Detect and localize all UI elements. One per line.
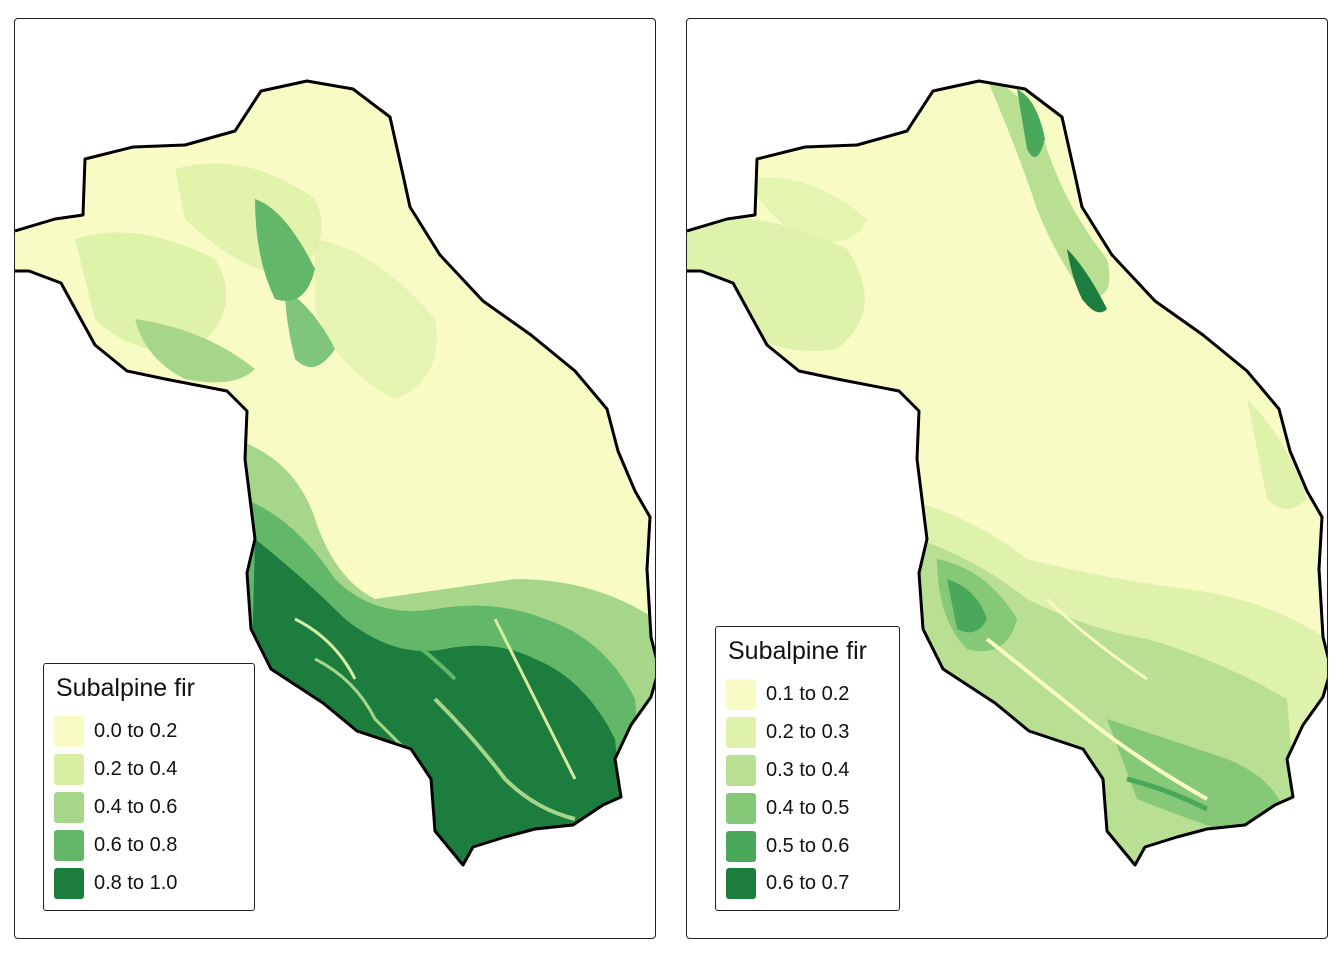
legend-item: 0.4 to 0.6 — [54, 789, 242, 827]
legend-item: 0.6 to 0.8 — [54, 826, 242, 864]
legend-item: 0.6 to 0.7 — [726, 865, 887, 903]
legend-swatch — [54, 716, 84, 748]
map-panel-right: Subalpine fir 0.1 to 0.2 0.2 to 0.3 0.3 … — [686, 18, 1328, 939]
legend-swatch — [726, 792, 756, 824]
legend-label: 0.6 to 0.8 — [94, 833, 178, 856]
map-canvas-left — [15, 79, 655, 867]
legend-label: 0.2 to 0.3 — [766, 721, 850, 744]
legend-label: 0.4 to 0.6 — [94, 795, 178, 818]
legend-left: Subalpine fir 0.0 to 0.2 0.2 to 0.4 0.4 … — [43, 663, 255, 911]
legend-label: 0.5 to 0.6 — [766, 834, 850, 857]
legend-item: 0.1 to 0.2 — [726, 676, 887, 714]
legend-item: 0.2 to 0.3 — [726, 714, 887, 752]
legend-label: 0.0 to 0.2 — [94, 720, 178, 743]
legend-swatch — [726, 830, 756, 862]
legend-swatch — [54, 791, 84, 823]
legend-swatch — [726, 717, 756, 749]
legend-swatch — [726, 754, 756, 786]
legend-label: 0.8 to 1.0 — [94, 871, 178, 894]
legend-title: Subalpine fir — [56, 674, 195, 702]
legend-item: 0.8 to 1.0 — [54, 864, 242, 902]
region-boundary-left — [15, 79, 655, 867]
legend-swatch — [726, 679, 756, 711]
region-boundary-right — [687, 79, 1327, 867]
legend-label: 0.3 to 0.4 — [766, 758, 850, 781]
legend-item: 0.5 to 0.6 — [726, 827, 887, 865]
legend-swatch — [726, 868, 756, 900]
legend-label: 0.6 to 0.7 — [766, 872, 850, 895]
legend-swatch — [54, 867, 84, 899]
legend-item: 0.0 to 0.2 — [54, 713, 242, 751]
legend-title: Subalpine fir — [728, 637, 867, 665]
legend-item: 0.4 to 0.5 — [726, 789, 887, 827]
legend-label: 0.2 to 0.4 — [94, 758, 178, 781]
legend-label: 0.1 to 0.2 — [766, 683, 850, 706]
legend-swatch — [54, 754, 84, 786]
legend-label: 0.4 to 0.5 — [766, 796, 850, 819]
legend-right: Subalpine fir 0.1 to 0.2 0.2 to 0.3 0.3 … — [715, 626, 900, 911]
legend-item: 0.2 to 0.4 — [54, 751, 242, 789]
legend-swatch — [54, 829, 84, 861]
legend-item: 0.3 to 0.4 — [726, 752, 887, 790]
map-panel-left: Subalpine fir 0.0 to 0.2 0.2 to 0.4 0.4 … — [14, 18, 656, 939]
